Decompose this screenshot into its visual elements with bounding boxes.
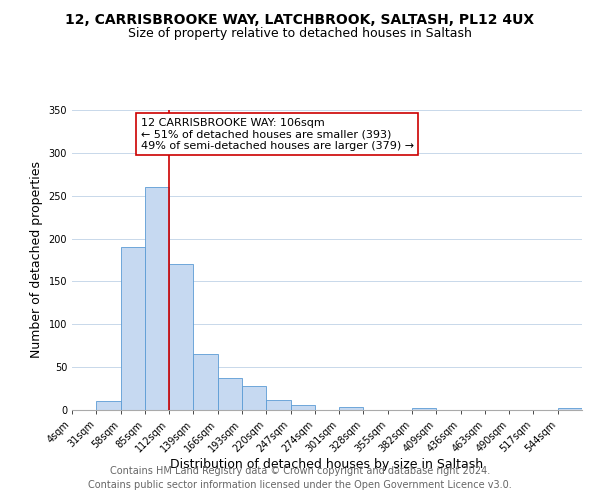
Bar: [96, 402, 121, 410]
Bar: [290, 405, 315, 410]
Bar: [558, 408, 582, 410]
Bar: [121, 247, 145, 410]
X-axis label: Distribution of detached houses by size in Saltash: Distribution of detached houses by size …: [170, 458, 484, 471]
Text: 12, CARRISBROOKE WAY, LATCHBROOK, SALTASH, PL12 4UX: 12, CARRISBROOKE WAY, LATCHBROOK, SALTAS…: [65, 12, 535, 26]
Bar: [412, 408, 436, 410]
Bar: [339, 408, 364, 410]
Text: Size of property relative to detached houses in Saltash: Size of property relative to detached ho…: [128, 28, 472, 40]
Bar: [218, 378, 242, 410]
Bar: [266, 400, 290, 410]
Bar: [169, 264, 193, 410]
Bar: [193, 354, 218, 410]
Text: 12 CARRISBROOKE WAY: 106sqm
← 51% of detached houses are smaller (393)
49% of se: 12 CARRISBROOKE WAY: 106sqm ← 51% of det…: [141, 118, 414, 150]
Bar: [242, 386, 266, 410]
Text: Contains public sector information licensed under the Open Government Licence v3: Contains public sector information licen…: [88, 480, 512, 490]
Y-axis label: Number of detached properties: Number of detached properties: [30, 162, 43, 358]
Text: Contains HM Land Registry data © Crown copyright and database right 2024.: Contains HM Land Registry data © Crown c…: [110, 466, 490, 476]
Bar: [145, 187, 169, 410]
